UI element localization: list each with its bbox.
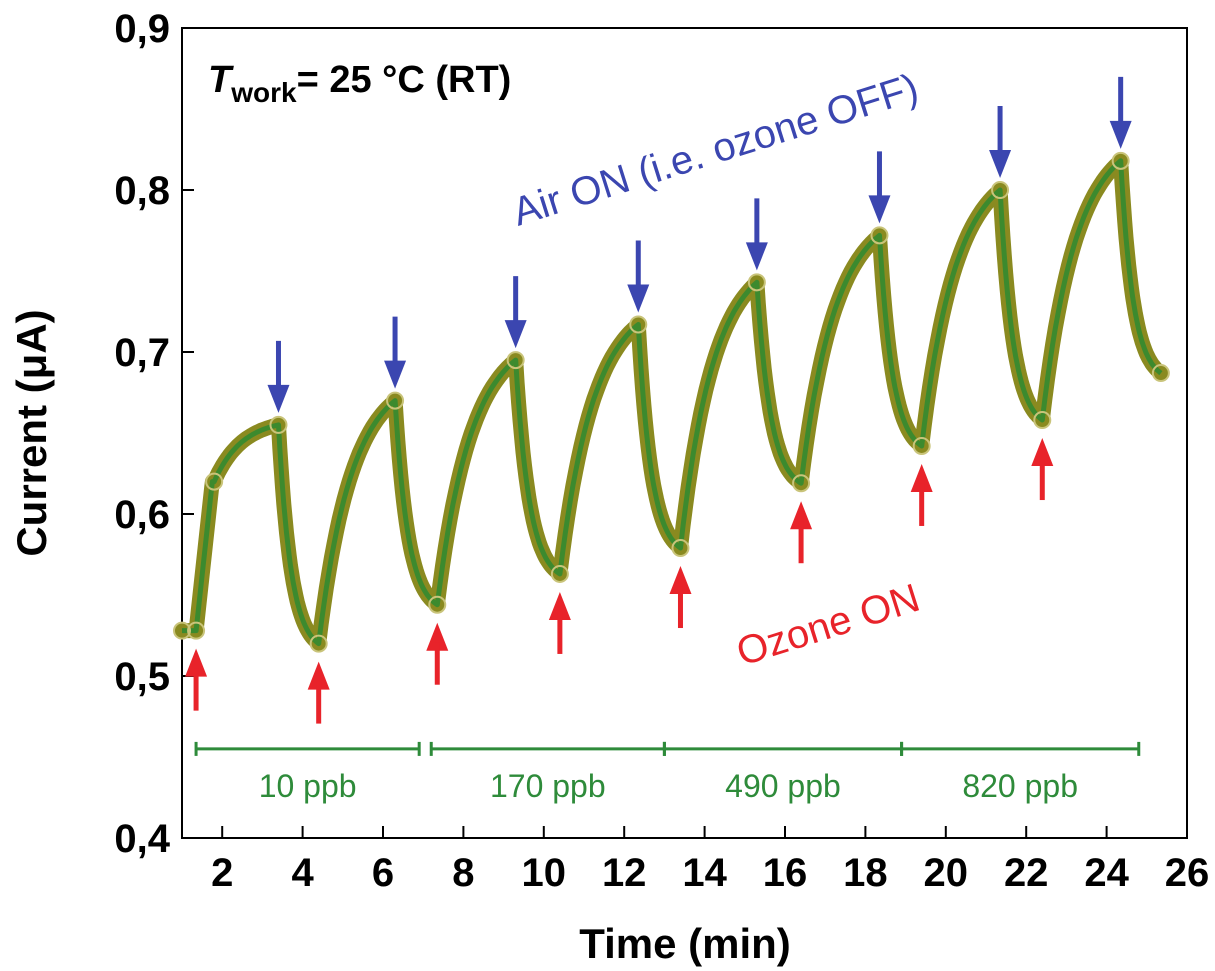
twork-symbol: T	[208, 59, 234, 101]
data-point	[792, 474, 811, 493]
ozone-on-arrow-head	[185, 648, 208, 677]
air-on-arrow-head	[1109, 120, 1132, 149]
data-point	[1111, 151, 1130, 170]
data-point	[629, 315, 648, 334]
data-point	[870, 226, 889, 245]
x-tick-label: 26	[1165, 851, 1210, 895]
ozone-on-arrow-head	[669, 566, 692, 595]
ozone-on-arrow-head	[307, 661, 330, 690]
data-point	[269, 415, 288, 434]
ozone-on-annotation: Ozone ON	[731, 576, 924, 675]
data-point	[1151, 364, 1170, 383]
x-tick-label: 20	[924, 851, 969, 895]
y-tick-label: 0,6	[114, 493, 170, 537]
x-tick-label: 2	[211, 851, 233, 895]
data-point	[309, 634, 328, 653]
data-point	[205, 472, 224, 491]
range-label: 820 ppb	[962, 768, 1078, 804]
y-tick-label: 0,7	[114, 331, 170, 375]
ozone-on-arrow-head	[548, 591, 571, 620]
x-tick-label: 10	[522, 851, 567, 895]
ozone-on-arrow-head	[790, 501, 813, 530]
range-layer: 10 ppb 170 ppb 490 ppb 820 ppb	[194, 741, 1141, 804]
data-point	[506, 351, 525, 370]
air-on-arrow-head	[989, 150, 1012, 178]
air-on-arrow-head	[504, 320, 527, 349]
data-point	[550, 564, 569, 583]
air-on-arrow-head	[745, 242, 768, 271]
air-on-arrow-head	[384, 360, 407, 389]
axis-ticks	[182, 27, 1188, 839]
x-tick-label: 8	[452, 851, 474, 895]
plot-area	[181, 27, 1188, 839]
y-tick-label: 0,8	[114, 169, 170, 213]
x-tick-label: 22	[1004, 851, 1049, 895]
y-tick-label: 0,4	[114, 817, 170, 861]
x-tick-label: 4	[291, 851, 314, 895]
data-point	[187, 621, 206, 640]
series-line	[180, 158, 1163, 647]
twork-subscript: work	[230, 77, 297, 108]
data-point	[173, 621, 191, 640]
data-point	[912, 436, 931, 455]
y-axis-title: Current (μA)	[8, 309, 55, 556]
air-on-annotation: Air ON (i.e. ozone OFF)	[507, 66, 923, 235]
twork-annotation: Twork= 25 °C (RT)	[208, 59, 511, 108]
plot-frame	[181, 27, 1188, 839]
ozone-on-arrow-head	[1031, 438, 1054, 467]
x-axis-title: Time (min)	[579, 920, 791, 967]
y-tick-labels: 0,4 0,5 0,6 0,7 0,8 0,9	[114, 7, 170, 861]
y-tick-label: 0,9	[114, 7, 170, 51]
data-point	[386, 391, 405, 410]
x-tick-label: 14	[682, 851, 727, 895]
data-layer	[173, 151, 1170, 653]
air-on-arrow-head	[627, 284, 650, 313]
x-tick-label: 16	[763, 851, 808, 895]
y-tick-label: 0,5	[114, 655, 170, 699]
data-point	[1033, 411, 1052, 430]
range-label: 170 ppb	[490, 768, 606, 804]
data-point	[991, 181, 1010, 199]
ozone-on-arrow-head	[426, 622, 449, 651]
x-tick-label: 12	[602, 851, 647, 895]
range-label: 490 ppb	[725, 768, 841, 804]
air-on-arrow-head	[267, 384, 290, 413]
twork-value: = 25 °C (RT)	[297, 59, 512, 101]
arrow-layer	[185, 76, 1132, 724]
data-point	[747, 273, 766, 292]
x-tick-label: 6	[372, 851, 394, 895]
data-point	[428, 595, 447, 614]
x-tick-label: 24	[1084, 851, 1129, 895]
air-on-arrow-head	[868, 195, 891, 224]
x-tick-label: 18	[843, 851, 888, 895]
x-tick-labels: 2 4 6 8 10 12 14 16 18 20 22 24 26	[211, 851, 1209, 895]
ozone-on-arrow-head	[910, 463, 933, 492]
range-label: 10 ppb	[259, 768, 357, 804]
data-point	[671, 539, 690, 558]
